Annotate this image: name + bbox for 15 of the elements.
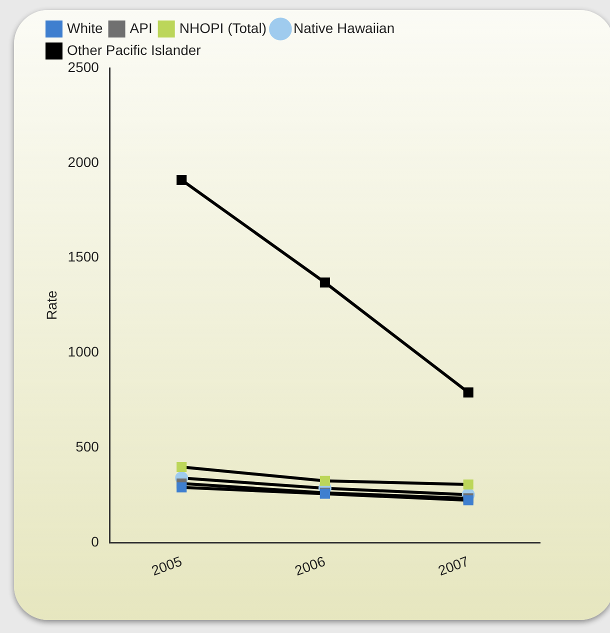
x-tick-label: 2007: [436, 552, 471, 579]
y-tick-label: 1000: [68, 344, 100, 360]
y-tick-label: 2500: [68, 58, 100, 75]
y-axis-title: Rate: [43, 290, 60, 320]
y-tick-label: 1500: [68, 248, 100, 265]
legend-label: Native Hawaiian: [293, 20, 395, 36]
legend-label: NHOPI (Total): [179, 20, 266, 36]
x-tick-label: 2006: [292, 552, 328, 579]
legend-label: White: [67, 20, 103, 36]
legend-label: Other Pacific Islander: [67, 42, 202, 58]
y-tick-label: 0: [91, 533, 100, 550]
x-tick-label: 2005: [149, 552, 184, 579]
y-tick-label: 500: [76, 438, 100, 455]
y-tick-label: 2000: [68, 154, 100, 170]
legend-label: API: [130, 20, 152, 36]
